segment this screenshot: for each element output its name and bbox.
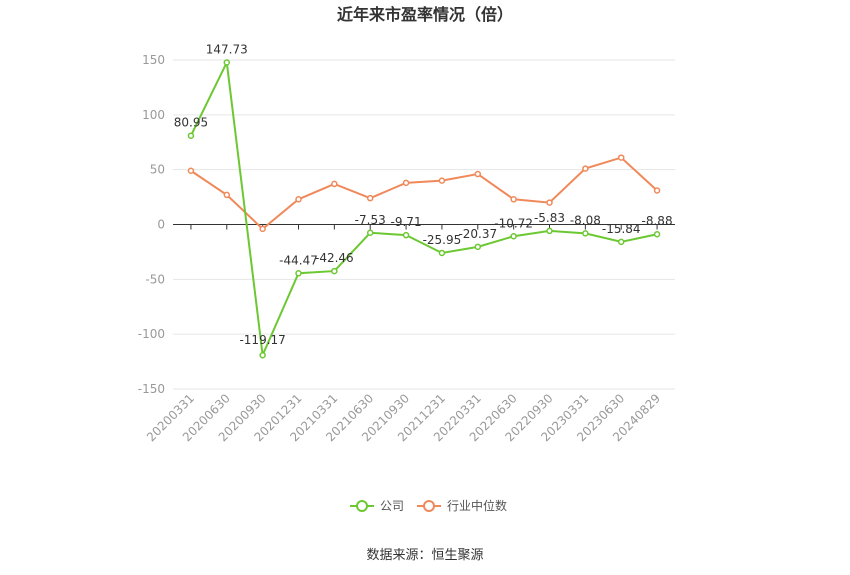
y-tick-label: -100 xyxy=(138,327,165,341)
data-point xyxy=(653,187,661,194)
data-label: -9.71 xyxy=(391,215,422,229)
data-point xyxy=(546,199,553,206)
chart-title: 近年来市盈率情况（倍） xyxy=(337,5,513,24)
y-tick-label: 50 xyxy=(150,163,165,177)
legend[interactable]: 公司 行业中位数 xyxy=(350,498,507,513)
data-point xyxy=(187,132,195,139)
data-point xyxy=(582,165,589,172)
data-point xyxy=(474,170,482,178)
data-source: 数据来源：恒生聚源 xyxy=(366,548,483,563)
data-label: 80.95 xyxy=(174,116,208,130)
data-labels: 80.95 147.73 -119.17 -44.47-42.46 -7.53 -9.71… xyxy=(174,42,673,347)
data-label: -8.88 xyxy=(642,214,673,228)
data-point xyxy=(366,194,374,202)
data-point xyxy=(187,167,195,175)
y-tick-label: 100 xyxy=(142,108,165,122)
data-point xyxy=(402,179,410,187)
grid xyxy=(173,59,675,390)
data-label: -8.08 xyxy=(570,213,601,227)
data-point xyxy=(223,59,231,66)
data-point xyxy=(295,196,302,203)
data-point xyxy=(295,270,302,277)
data-point xyxy=(653,230,661,238)
data-label: -42.46 xyxy=(315,251,354,265)
data-point xyxy=(582,230,589,237)
data-point xyxy=(510,196,517,203)
y-tick-label: -50 xyxy=(145,272,165,286)
data-point xyxy=(223,191,231,199)
data-label: -5.83 xyxy=(534,211,565,225)
legend-swatch-marker xyxy=(423,500,435,512)
series-line-1 xyxy=(190,156,658,231)
data-point xyxy=(546,227,553,235)
data-label: -20.37 xyxy=(458,227,497,241)
data-point xyxy=(366,229,374,237)
series-line-0 xyxy=(190,59,658,359)
y-axis-ticks: 150 100 50 0 -50 -100 -150 xyxy=(138,53,165,396)
legend-swatch-marker xyxy=(356,500,368,512)
data-label: -10.72 xyxy=(494,216,533,230)
series-layer xyxy=(187,59,661,359)
data-point xyxy=(402,231,410,239)
legend-label: 行业中位数 xyxy=(447,498,507,513)
data-point xyxy=(331,267,338,275)
data-point xyxy=(617,154,625,161)
y-tick-label: -150 xyxy=(138,382,165,396)
data-point xyxy=(259,351,266,359)
data-point xyxy=(438,177,446,184)
data-label: -15.84 xyxy=(602,222,641,236)
data-point xyxy=(510,233,517,240)
y-tick-label: 150 xyxy=(142,53,165,67)
data-point xyxy=(438,249,446,257)
data-point xyxy=(474,243,482,251)
legend-label: 公司 xyxy=(380,499,404,513)
data-label: -44.47 xyxy=(279,253,318,267)
data-point xyxy=(259,225,266,233)
data-label: 147.73 xyxy=(206,42,248,56)
data-label: -7.53 xyxy=(355,213,386,227)
y-tick-label: 0 xyxy=(157,218,165,232)
data-label: -119.17 xyxy=(239,333,285,347)
data-point xyxy=(617,238,625,246)
data-point xyxy=(331,180,338,188)
data-label: -25.95 xyxy=(423,233,462,247)
